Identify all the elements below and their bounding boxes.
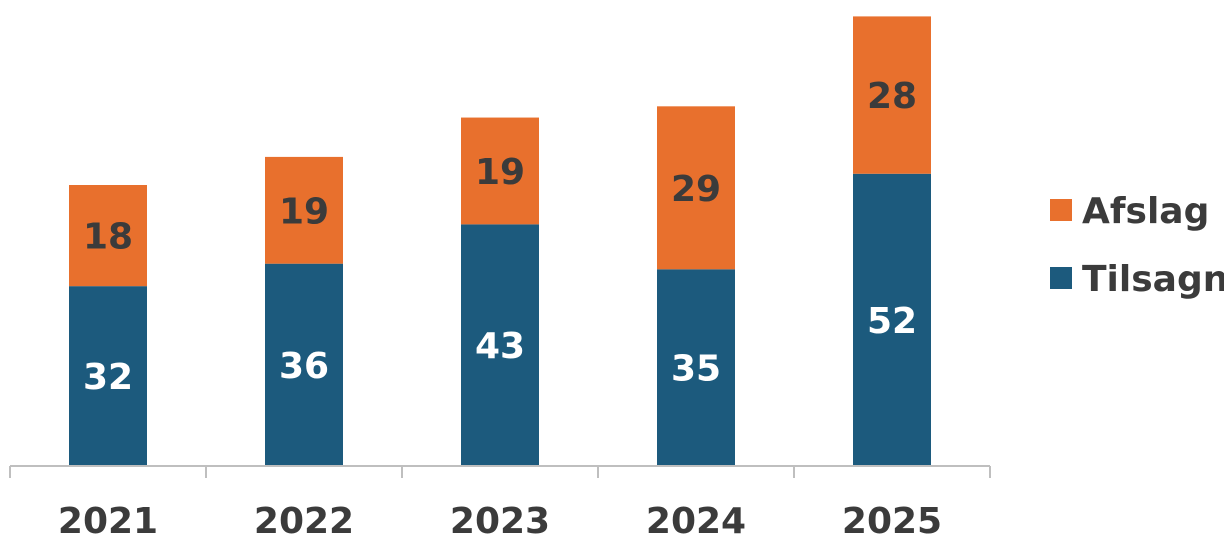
bar-tilsagn-2021 [69, 286, 147, 466]
legend-label-tilsagn: Tilsagn [1082, 259, 1224, 300]
x-tick-label-2023: 2023 [450, 501, 550, 535]
data-label-tilsagn-2023: 43 [475, 326, 525, 367]
bar-tilsagn-2024 [657, 269, 735, 466]
data-label-afslag-2021: 18 [83, 217, 133, 258]
data-label-afslag-2022: 19 [279, 191, 329, 232]
bar-afslag-2021 [69, 185, 147, 287]
data-label-afslag-2024: 29 [671, 169, 721, 210]
legend-label-afslag: Afslag [1082, 191, 1209, 232]
bar-afslag-2024 [657, 106, 735, 270]
legend-swatch-tilsagn [1050, 267, 1072, 289]
x-tick-label-2021: 2021 [58, 501, 158, 535]
x-tick-label-2022: 2022 [254, 501, 354, 535]
data-label-tilsagn-2021: 32 [83, 357, 133, 398]
bar-afslag-2025 [853, 16, 931, 174]
bar-afslag-2022 [265, 156, 343, 264]
data-label-afslag-2025: 28 [867, 76, 917, 117]
data-label-afslag-2023: 19 [475, 152, 525, 193]
bar-tilsagn-2023 [461, 224, 539, 466]
bar-afslag-2023 [461, 117, 539, 225]
x-tick-label-2024: 2024 [646, 501, 746, 535]
data-label-tilsagn-2024: 35 [671, 349, 721, 390]
data-label-tilsagn-2025: 52 [867, 301, 917, 342]
bar-tilsagn-2022 [265, 263, 343, 466]
bar-tilsagn-2025 [853, 173, 931, 466]
legend-swatch-afslag [1050, 199, 1072, 221]
x-tick-label-2025: 2025 [842, 501, 942, 535]
data-label-tilsagn-2022: 36 [279, 346, 329, 387]
